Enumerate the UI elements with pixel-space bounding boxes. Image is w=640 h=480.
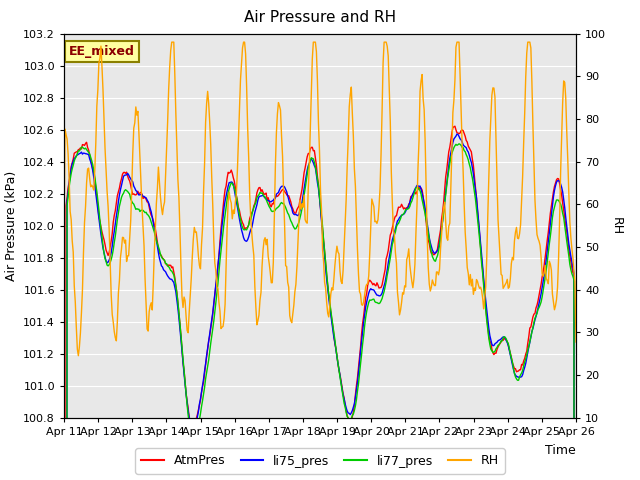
Text: EE_mixed: EE_mixed [69,45,135,58]
Y-axis label: RH: RH [610,216,623,235]
Text: Air Pressure and RH: Air Pressure and RH [244,10,396,24]
Legend: AtmPres, li75_pres, li77_pres, RH: AtmPres, li75_pres, li77_pres, RH [135,448,505,474]
X-axis label: Time: Time [545,444,576,457]
Y-axis label: Air Pressure (kPa): Air Pressure (kPa) [4,170,17,281]
